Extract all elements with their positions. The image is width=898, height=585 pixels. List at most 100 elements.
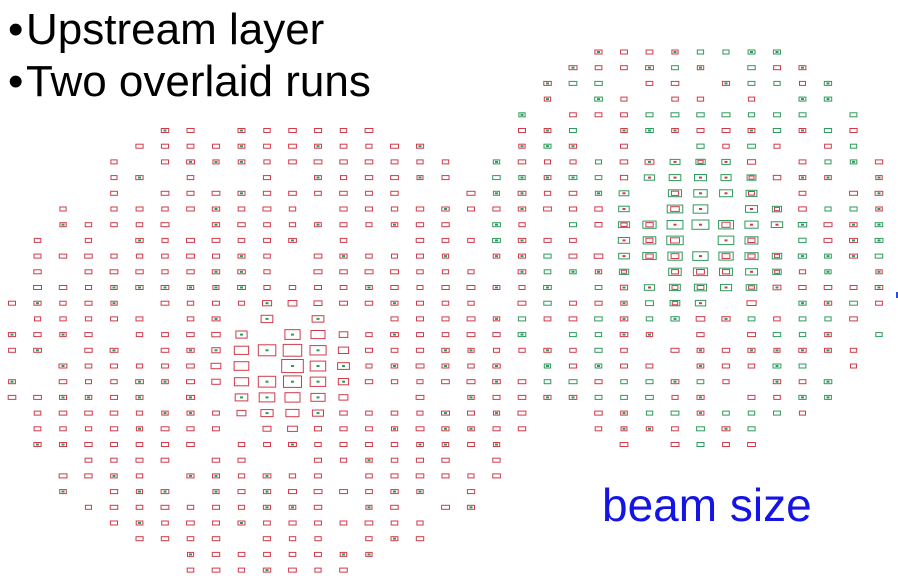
- cell-marker: [724, 286, 728, 289]
- detector-cell: [594, 300, 603, 306]
- detector-cell: [798, 316, 807, 322]
- run-1-cell: [696, 285, 705, 290]
- run-1-cell: [517, 410, 527, 416]
- detector-cell: [645, 65, 654, 71]
- run-1-cell: [340, 175, 348, 181]
- run-1-cell: [109, 489, 119, 495]
- run-1-cell: [211, 316, 221, 322]
- run-1-cell: [33, 300, 42, 306]
- cell-marker: [673, 129, 677, 132]
- run-1-cell: [748, 191, 755, 196]
- run-1-cell: [288, 285, 297, 290]
- run-1-cell: [263, 520, 271, 526]
- run-1-cell: [416, 159, 424, 165]
- detector-cell: [620, 300, 628, 306]
- cell-marker: [87, 396, 90, 399]
- detector-cell: [517, 332, 527, 338]
- run-1-cell: [390, 190, 399, 196]
- cell-marker: [342, 255, 345, 258]
- cell-marker: [877, 239, 881, 242]
- cell-marker: [673, 160, 677, 163]
- cell-marker: [240, 145, 243, 148]
- run-1-cell: [288, 143, 297, 149]
- run-1-cell: [160, 489, 170, 495]
- run-1-cell: [467, 442, 475, 447]
- run-1-cell: [314, 567, 322, 573]
- run-1-cell: [58, 473, 68, 479]
- run-2-cell: [720, 283, 733, 292]
- detector-cell: [543, 379, 552, 385]
- detector-cell: [543, 253, 552, 259]
- run-1-cell: [645, 253, 654, 259]
- run-1-cell: [415, 222, 425, 228]
- detector-cell: [772, 379, 782, 385]
- cell-marker: [214, 223, 218, 226]
- run-1-cell: [135, 237, 144, 243]
- run-1-cell: [160, 143, 169, 149]
- detector-cell: [722, 410, 730, 416]
- run-1-cell: [33, 253, 42, 259]
- cell-marker: [214, 349, 218, 352]
- run-1-cell: [390, 520, 399, 526]
- cell-marker: [138, 239, 141, 242]
- run-1-cell: [390, 222, 399, 228]
- run-1-cell: [339, 159, 348, 165]
- run-1-cell: [415, 426, 425, 432]
- run-1-cell: [262, 425, 272, 432]
- run-1-cell: [339, 253, 348, 259]
- detector-cell: [518, 128, 526, 133]
- run-1-cell: [211, 567, 221, 573]
- cell-marker: [699, 396, 702, 399]
- run-1-cell: [186, 285, 195, 290]
- detector-cell: [517, 190, 527, 196]
- run-1-cell: [262, 300, 273, 307]
- run-1-cell: [284, 329, 301, 340]
- run-1-cell: [314, 536, 322, 542]
- detector-cell: [798, 65, 807, 71]
- run-1-cell: [135, 442, 144, 447]
- run-1-cell: [263, 128, 271, 133]
- run-1-cell: [365, 143, 373, 149]
- detector-cell: [620, 347, 628, 353]
- run-1-cell: [748, 175, 755, 180]
- run-1-cell: [59, 442, 67, 447]
- detector-cell: [518, 222, 526, 228]
- cell-marker: [265, 317, 269, 320]
- detector-cell: [517, 237, 527, 243]
- detector-cell: [696, 128, 705, 133]
- detector-cell: [569, 222, 577, 228]
- detector-cell: [824, 269, 832, 275]
- run-1-cell: [160, 347, 170, 353]
- cell-marker: [877, 176, 881, 179]
- run-1-cell: [364, 206, 373, 212]
- cell-marker: [189, 286, 192, 289]
- run-1-cell: [313, 300, 323, 306]
- run-1-cell: [416, 316, 424, 322]
- run-1-cell: [390, 363, 399, 369]
- run-1-cell: [670, 253, 680, 259]
- run-1-cell: [160, 504, 170, 510]
- cell-marker: [801, 349, 804, 352]
- detector-cell: [543, 285, 552, 290]
- cell-marker: [61, 443, 65, 446]
- run-1-cell: [314, 222, 322, 228]
- cell-marker: [291, 380, 294, 383]
- detector-cell: [620, 363, 628, 369]
- detector-cell: [594, 190, 603, 196]
- run-1-cell: [33, 394, 42, 400]
- cell-marker: [750, 129, 753, 132]
- detector-cell: [670, 80, 680, 86]
- run-2-cell: [744, 220, 759, 229]
- run-1-cell: [237, 128, 246, 133]
- cell-marker: [61, 223, 65, 226]
- cell-marker: [775, 365, 779, 367]
- run-1-cell: [161, 332, 169, 338]
- run-1-cell: [339, 567, 348, 573]
- detector-cell: [518, 347, 526, 353]
- detector-cell: [798, 363, 807, 369]
- bullet-marker: •: [8, 57, 24, 106]
- run-1-cell: [365, 536, 373, 542]
- detector-cell: [594, 285, 603, 290]
- run-1-cell: [262, 473, 272, 479]
- run-1-cell: [288, 442, 297, 447]
